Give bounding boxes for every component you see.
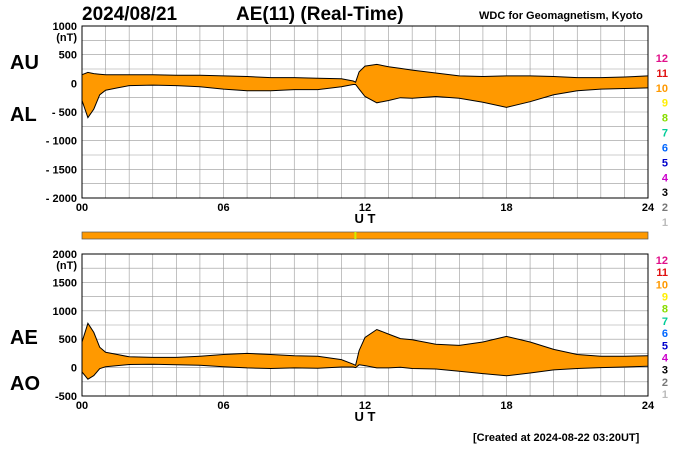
station-count-label: 4 <box>662 352 669 364</box>
status-bar <box>81 231 649 240</box>
panel-au-al: 1000 500 0 - 500 - 1000 - 1500 - 2000 (nT) 00 06 1… <box>46 21 669 229</box>
ao-label: AO <box>10 373 40 395</box>
y-axis-unit: (nT) <box>56 260 77 272</box>
station-count-label: 11 <box>656 267 668 279</box>
y-tick-label: 2000 <box>53 249 77 261</box>
station-count-label: 6 <box>662 142 668 154</box>
x-tick-label: 06 <box>217 400 229 412</box>
station-count-label: 8 <box>662 113 668 125</box>
status-bar-marker <box>354 232 357 239</box>
series-line-ae <box>81 322 649 367</box>
x-tick-label: 12 <box>359 202 371 214</box>
station-count-label: 5 <box>662 340 668 352</box>
y-tick-label: 0 <box>71 363 77 375</box>
plot-frame <box>81 253 649 397</box>
station-count-label: 12 <box>656 53 668 65</box>
ae-label: AE <box>10 327 38 349</box>
station-count-label: 3 <box>662 187 668 199</box>
y-tick-label: 500 <box>59 334 77 346</box>
y-tick-label: 1000 <box>53 21 77 33</box>
station-count-label: 10 <box>656 279 668 291</box>
station-count-label: 10 <box>656 83 668 95</box>
x-axis-label: U T <box>355 409 376 424</box>
y-tick-label: 1500 <box>53 277 77 289</box>
x-tick-label: 18 <box>500 400 512 412</box>
x-tick-label: 12 <box>359 400 371 412</box>
station-count-label: 9 <box>662 98 668 110</box>
station-count-label: 4 <box>662 172 669 184</box>
chart-date: 2024/08/21 <box>82 4 178 25</box>
y-tick-label: - 2000 <box>46 193 77 205</box>
x-tick-label: 00 <box>76 202 88 214</box>
station-count-label: 9 <box>662 292 668 304</box>
y-tick-label: -500 <box>55 391 77 403</box>
station-count-label: 8 <box>662 304 668 316</box>
y-tick-label: - 1000 <box>46 136 77 148</box>
y-tick-label: - 1500 <box>46 164 77 176</box>
data-source: WDC for Geomagnetism, Kyoto <box>479 10 643 22</box>
y-tick-label: - 500 <box>52 107 77 119</box>
station-count-label: 1 <box>662 389 668 401</box>
y-tick-label: 1000 <box>53 306 77 318</box>
x-tick-label: 00 <box>76 400 88 412</box>
station-count-label: 11 <box>656 68 668 80</box>
x-tick-label: 24 <box>642 400 655 412</box>
x-axis-label: U T <box>355 211 376 226</box>
station-count-label: 2 <box>662 202 668 214</box>
chart-title: AE(11) (Real-Time) <box>236 4 404 25</box>
x-tick-label: 18 <box>500 202 512 214</box>
station-count-label: 1 <box>662 217 668 229</box>
plot-frame <box>81 25 649 199</box>
created-timestamp: [Created at 2024-08-22 03:20UT] <box>473 432 640 444</box>
y-tick-label: 500 <box>59 50 77 62</box>
au-label: AU <box>10 52 39 74</box>
status-bar-fill <box>81 231 649 240</box>
series-line-au <box>81 63 649 83</box>
al-label: AL <box>10 104 37 126</box>
station-count-label: 5 <box>662 157 668 169</box>
station-count-label: 12 <box>656 255 668 267</box>
station-count-label: 7 <box>662 316 668 328</box>
series-line-al <box>81 84 649 119</box>
station-count-label: 2 <box>662 377 668 389</box>
series-band-fill <box>82 64 648 118</box>
y-axis-unit: (nT) <box>56 32 77 44</box>
station-count-label: 3 <box>662 365 668 377</box>
series-band-fill <box>82 323 648 380</box>
x-tick-label: 24 <box>642 202 655 214</box>
station-count-label: 6 <box>662 328 668 340</box>
station-count-label: 7 <box>662 128 668 140</box>
x-tick-label: 06 <box>217 202 229 214</box>
series-line-ao <box>81 363 649 380</box>
y-tick-label: 0 <box>71 78 77 90</box>
